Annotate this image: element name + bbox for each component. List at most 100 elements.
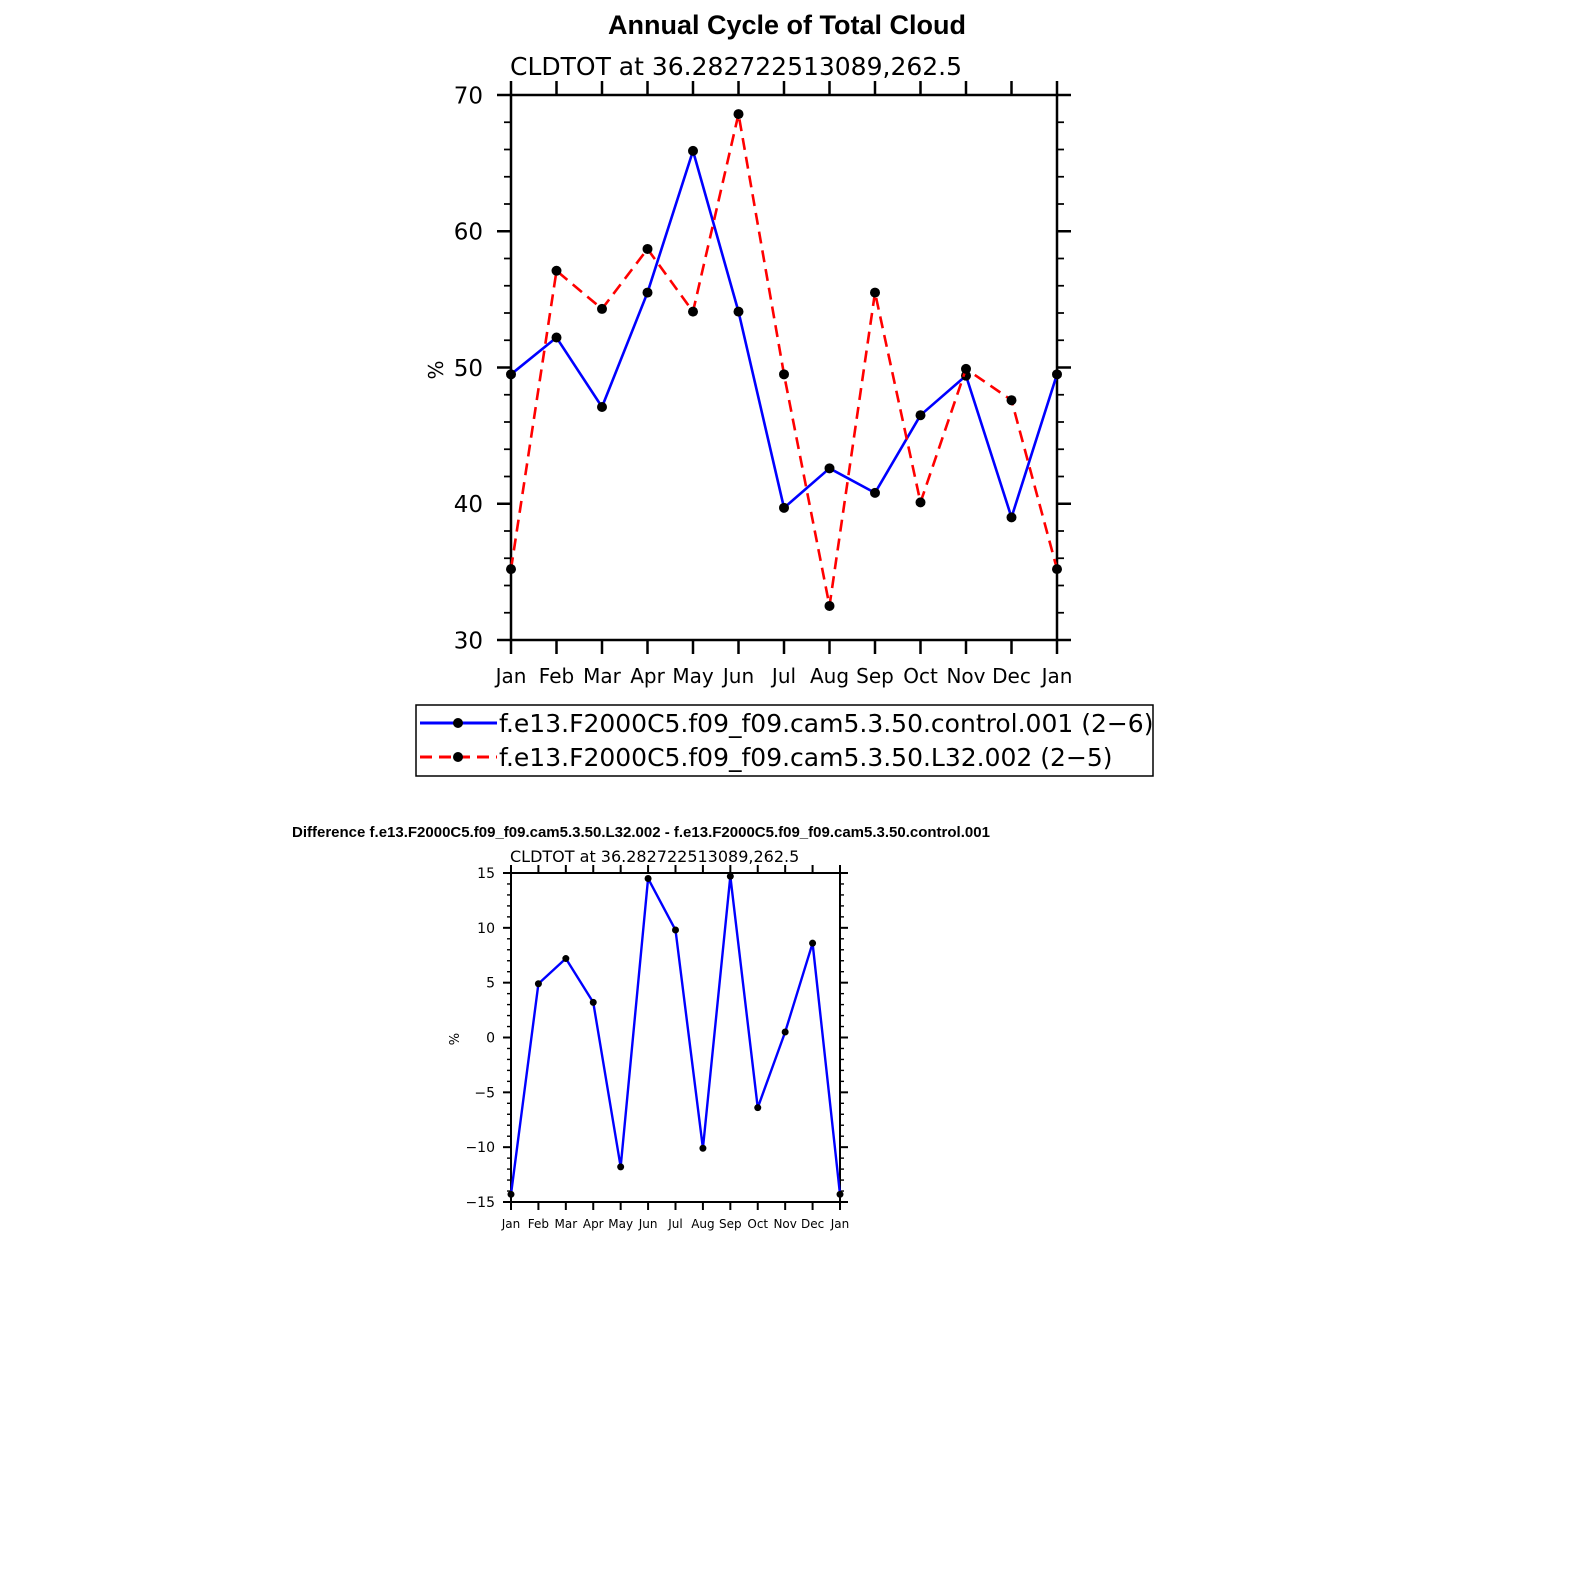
x-tick-label: Jan [830, 1217, 850, 1231]
x-tick-label: Feb [539, 664, 574, 688]
legend-label-control: f.e13.F2000C5.f09_f09.cam5.3.50.control.… [499, 709, 1153, 738]
series-1-point [642, 243, 653, 254]
series-1-point [1006, 395, 1017, 406]
y-tick-label: −10 [465, 1140, 495, 1156]
x-tick-label: Aug [810, 664, 849, 688]
series-0-point [642, 287, 653, 298]
x-tick-label: Nov [946, 664, 985, 688]
series-line-0 [509, 875, 842, 1195]
legend-entry-l32: f.e13.F2000C5.f09_f09.cam5.3.50.L32.002 … [420, 743, 1113, 772]
y-tick-label: 0 [486, 1031, 495, 1047]
x-tick-label: Aug [691, 1217, 714, 1231]
x-tick-label: Jun [721, 664, 754, 688]
chart2-subtitle: CLDTOT at 36.282722513089,262.5 [510, 847, 799, 866]
chart1-series [506, 109, 1062, 611]
y-tick-label: 60 [454, 220, 483, 246]
series-0-point [754, 1104, 762, 1112]
x-tick-label: Jan [494, 664, 527, 688]
series-0-point [733, 306, 744, 317]
chart2-x-tick-labels: Jan Feb Mar Apr May Jun Jul Aug Sep Oct Nov Dec Jan [501, 1217, 850, 1231]
series-0-point [644, 874, 652, 882]
chart1-axes [497, 81, 1071, 654]
series-1-point [688, 306, 698, 317]
series-1-point [506, 564, 516, 575]
series-0-point [597, 402, 607, 413]
legend-label-l32: f.e13.F2000C5.f09_f09.cam5.3.50.L32.002 … [499, 743, 1113, 772]
series-line-1 [509, 112, 1059, 608]
x-tick-label: Jun [638, 1217, 658, 1231]
series-0-point [824, 463, 835, 474]
chart2-ylabel: % [448, 1033, 463, 1045]
chart2-series [507, 872, 844, 1198]
x-tick-label: Jul [770, 664, 796, 688]
series-0-point [779, 502, 789, 513]
series-0-point [589, 998, 597, 1006]
x-tick-label: Jan [501, 1217, 521, 1231]
series-0-point [551, 332, 562, 343]
x-tick-label: Dec [801, 1217, 824, 1231]
y-tick-label: 5 [486, 976, 495, 992]
x-tick-label: Sep [856, 664, 894, 688]
series-line-0 [510, 149, 1059, 519]
series-0-point [507, 1190, 515, 1198]
chart2-y-tick-labels: −15 −10 −5 0 5 10 15 [465, 866, 495, 1211]
series-0-point [562, 955, 570, 963]
series-0-point [809, 939, 817, 947]
chart1-ylabel: % [424, 360, 448, 379]
legend-entry-control: f.e13.F2000C5.f09_f09.cam5.3.50.control.… [420, 709, 1153, 738]
y-tick-label: 30 [454, 628, 483, 654]
series-1-point [597, 303, 607, 314]
series-0-point [870, 487, 880, 498]
x-tick-label: Oct [903, 664, 938, 688]
series-1-point [915, 497, 926, 508]
chart1-y-tick-labels: 30 40 50 60 70 [454, 83, 483, 654]
series-0-point [1006, 512, 1017, 523]
plot-frame [510, 872, 841, 1203]
x-tick-label: May [672, 664, 714, 688]
y-tick-label: 70 [454, 83, 483, 109]
series-0-point [1052, 369, 1062, 380]
y-tick-label: 10 [477, 921, 495, 937]
y-tick-label: 15 [477, 866, 495, 882]
series-1-point [961, 363, 971, 374]
y-tick-label: 50 [454, 356, 483, 382]
chart1-title: Annual Cycle of Total Cloud [608, 10, 966, 40]
chart2-axes [503, 865, 848, 1210]
x-tick-label: May [608, 1217, 633, 1231]
series-1-point [779, 369, 789, 380]
x-tick-label: Feb [528, 1217, 549, 1231]
x-tick-label: Nov [773, 1217, 796, 1231]
series-1-point [733, 109, 744, 120]
series-0-point [688, 145, 698, 156]
series-1-point [824, 600, 835, 611]
annual-cycle-chart: Annual Cycle of Total Cloud CLDTOT at 36… [415, 10, 1154, 777]
series-0-point [672, 926, 679, 934]
chart1-x-tick-labels: Jan Feb Mar Apr May Jun Jul Aug Sep Oct Nov Dec Jan [494, 664, 1073, 688]
x-tick-label: Mar [555, 1217, 578, 1231]
series-1-point [1052, 564, 1062, 575]
series-0-point [781, 1028, 789, 1036]
series-0-point [617, 1163, 625, 1171]
legend-box [415, 704, 1154, 777]
x-tick-label: Jul [667, 1217, 682, 1231]
chart1-legend: f.e13.F2000C5.f09_f09.cam5.3.50.control.… [415, 704, 1154, 777]
x-tick-label: Apr [630, 664, 665, 688]
y-tick-label: −15 [465, 1195, 495, 1211]
x-tick-label: Apr [583, 1217, 604, 1231]
series-0-point [506, 369, 516, 380]
series-0-point [534, 980, 542, 988]
x-tick-label: Mar [583, 664, 622, 688]
series-0-point [836, 1190, 844, 1198]
series-0-point [915, 410, 926, 421]
legend-marker-control [453, 718, 463, 728]
x-tick-label: Sep [719, 1217, 742, 1231]
y-tick-label: −5 [474, 1085, 495, 1101]
series-0-point [726, 872, 734, 880]
chart2-title: Difference f.e13.F2000C5.f09_f09.cam5.3.… [292, 824, 990, 841]
x-tick-label: Oct [747, 1217, 768, 1231]
series-1-point [870, 287, 880, 298]
difference-chart: Difference f.e13.F2000C5.f09_f09.cam5.3.… [292, 824, 990, 1231]
y-tick-label: 40 [454, 492, 483, 518]
